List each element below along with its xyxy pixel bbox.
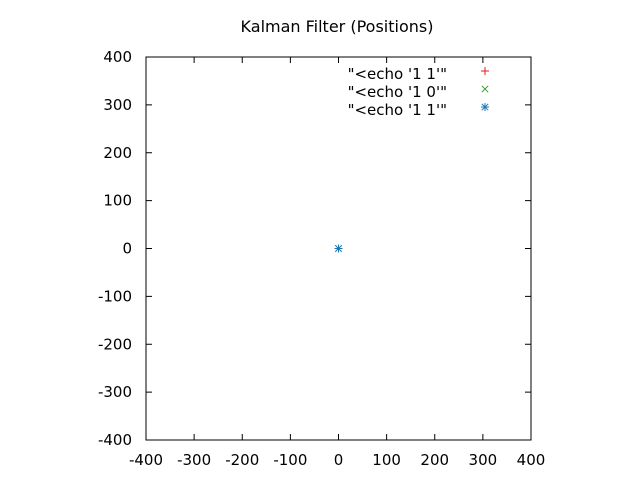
x-tick-label: 0 bbox=[334, 451, 344, 469]
y-tick-label: -100 bbox=[98, 287, 132, 305]
x-tick-label: -300 bbox=[177, 451, 211, 469]
legend-label: "<echo '1 1'" bbox=[348, 101, 447, 119]
data-points bbox=[334, 244, 343, 253]
legend-label: "<echo '1 1'" bbox=[348, 65, 447, 83]
x-tick-label: -400 bbox=[129, 451, 163, 469]
axis-ticks bbox=[145, 56, 532, 441]
legend: "<echo '1 1'""<echo '1 0'""<echo '1 1'" bbox=[348, 65, 489, 119]
legend-marker-star bbox=[481, 103, 489, 111]
y-tick-label: 0 bbox=[122, 240, 132, 258]
x-tick-label: 200 bbox=[420, 451, 449, 469]
x-tick-label: 100 bbox=[372, 451, 401, 469]
y-tick-label: -300 bbox=[98, 383, 132, 401]
x-tick-label: -200 bbox=[225, 451, 259, 469]
legend-label: "<echo '1 0'" bbox=[348, 83, 447, 101]
axis-tick-labels: -400 -300 -200 -100 0 100 200 300 400 -400 -300 -20… bbox=[98, 48, 545, 469]
legend-marker-cross bbox=[481, 85, 489, 93]
x-tick-label: 300 bbox=[469, 451, 498, 469]
y-tick-label: -200 bbox=[98, 335, 132, 353]
chart-title: Kalman Filter (Positions) bbox=[241, 17, 434, 36]
data-point-star bbox=[334, 244, 343, 253]
y-tick-label: -400 bbox=[98, 431, 132, 449]
y-tick-label: 400 bbox=[103, 48, 132, 66]
legend-marker-plus bbox=[481, 67, 489, 75]
y-tick-label: 100 bbox=[103, 192, 132, 210]
x-tick-label: -100 bbox=[273, 451, 307, 469]
y-tick-label: 200 bbox=[103, 144, 132, 162]
y-tick-label: 300 bbox=[103, 96, 132, 114]
x-tick-label: 400 bbox=[517, 451, 546, 469]
